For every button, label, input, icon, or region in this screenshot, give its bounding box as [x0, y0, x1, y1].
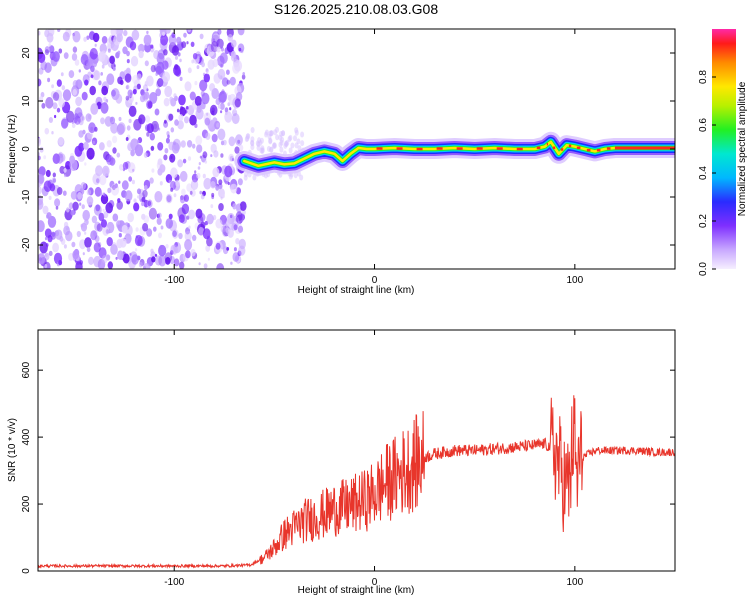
top-y-tick-label: 10 — [21, 95, 32, 107]
colorbar-tick-label: 0.2 — [698, 214, 709, 228]
colorbar-tick-label: 0.4 — [698, 166, 709, 180]
bottom-x-axis-label: Height of straight line (km) — [298, 585, 415, 596]
snr-frame — [37, 329, 676, 572]
bottom-x-tick-label: -100 — [164, 577, 184, 588]
top-x-ticks: -100 0 100 — [164, 29, 584, 286]
figure-title: S126.2025.210.08.03.G08 — [274, 1, 438, 17]
top-x-tick-label: 100 — [566, 275, 583, 286]
colorbar-tick-label: 0.8 — [698, 70, 709, 84]
colorbar-label: Normalized spectral amplitude — [737, 81, 748, 216]
bottom-x-ticks: -100 0 100 — [164, 330, 584, 588]
colorbar-ticks: 0.0 0.2 0.4 0.6 0.8 — [698, 70, 716, 276]
top-x-tick-label: -100 — [164, 275, 184, 286]
snr-series-line — [38, 395, 675, 570]
colorbar-tick-label: 0.6 — [698, 118, 709, 132]
bottom-y-axis-label: SNR (10 * v/v) — [7, 418, 18, 482]
top-y-tick-label: 20 — [21, 47, 32, 59]
top-y-tick-label: -20 — [21, 237, 32, 252]
top-y-ticks: -20 -10 0 10 20 — [21, 47, 675, 252]
signal-track — [234, 131, 675, 176]
bottom-y-tick-label: 600 — [21, 361, 32, 378]
top-x-axis-label: Height of straight line (km) — [298, 285, 415, 296]
snr-panel: -100 0 100 0 200 400 600 Height of straight l… — [7, 329, 676, 596]
bottom-y-ticks: 0 200 400 600 — [21, 361, 675, 574]
noise-region — [38, 29, 307, 269]
top-y-tick-label: 0 — [21, 146, 32, 152]
bottom-y-tick-label: 0 — [21, 568, 32, 574]
bottom-x-tick-label: 100 — [566, 577, 583, 588]
colorbar-tick-label: 0.0 — [698, 262, 709, 276]
bottom-x-tick-label: 0 — [372, 577, 378, 588]
top-x-tick-label: 0 — [372, 275, 378, 286]
top-y-tick-label: -10 — [21, 189, 32, 204]
bottom-y-tick-label: 400 — [21, 428, 32, 445]
colorbar-gradient — [712, 29, 736, 269]
top-y-axis-label: Frequency (Hz) — [7, 115, 18, 184]
bottom-y-tick-label: 200 — [21, 495, 32, 512]
colorbar: 0.0 0.2 0.4 0.6 0.8 Normalized spectral ampl… — [698, 29, 748, 276]
